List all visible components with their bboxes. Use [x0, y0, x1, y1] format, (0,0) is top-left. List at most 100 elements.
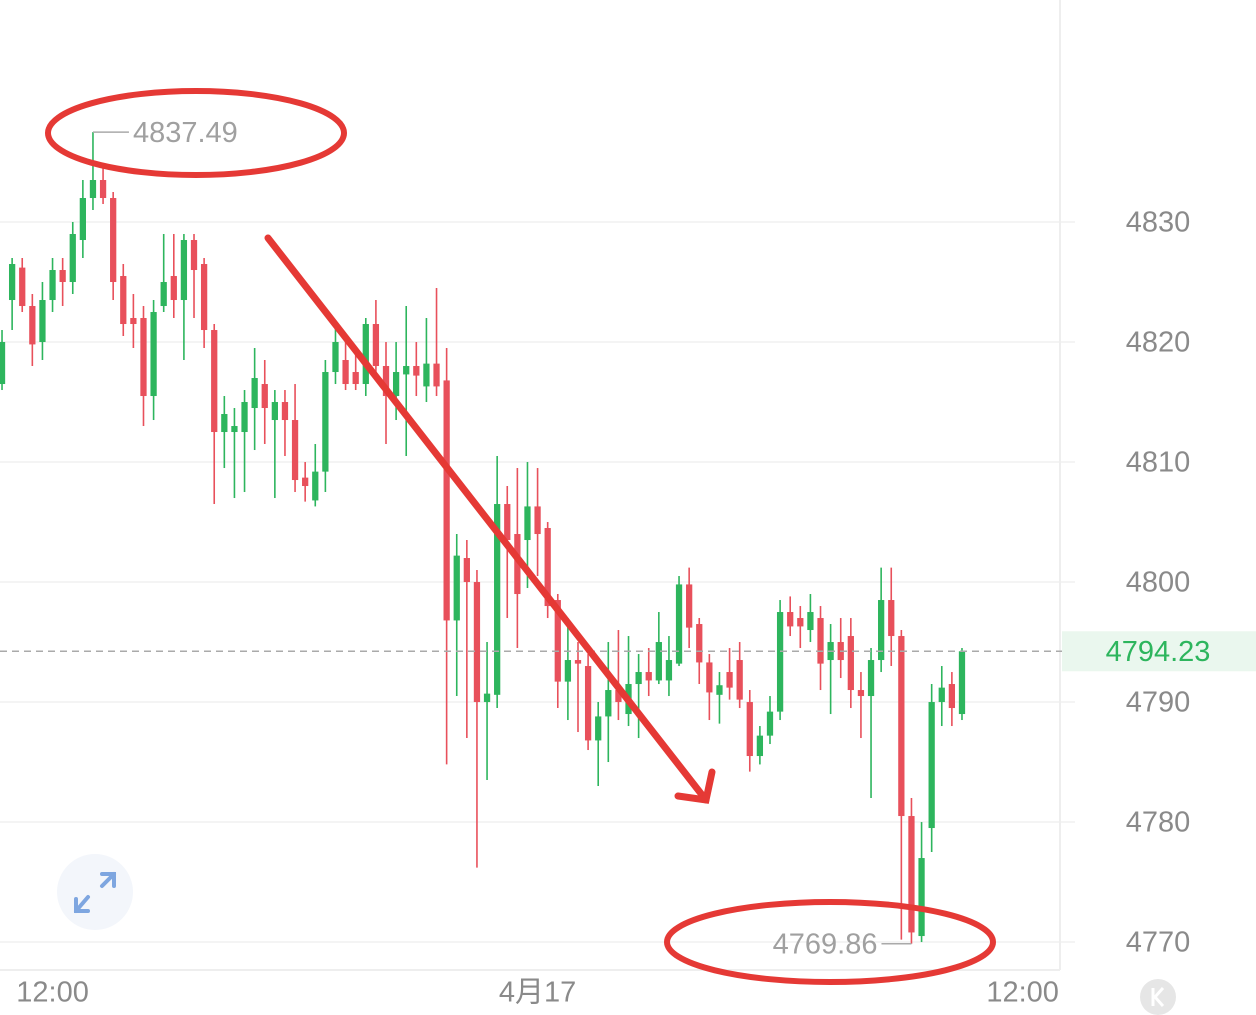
candle-body	[605, 690, 612, 717]
candle-body	[878, 600, 885, 661]
collapse-button-bg[interactable]	[1140, 979, 1176, 1015]
candle-body	[211, 330, 218, 433]
candle-body	[332, 342, 339, 373]
candle-body	[574, 660, 582, 664]
candle-body	[938, 687, 945, 703]
candle-body	[483, 693, 491, 703]
candle-body	[817, 618, 824, 664]
y-tick-label: 4810	[1126, 447, 1191, 479]
candle-body	[918, 858, 925, 937]
candle-body	[706, 662, 713, 693]
candle-body	[746, 702, 753, 757]
candle-body	[59, 270, 66, 283]
candle-body	[544, 528, 551, 607]
candle-body	[514, 534, 521, 595]
trend-arrow	[264, 234, 716, 804]
candle-body	[433, 363, 440, 387]
candle-body	[766, 711, 774, 736]
arrow-shaft	[264, 234, 710, 804]
candle-body	[170, 276, 177, 301]
candle-body	[847, 636, 854, 691]
candle-body	[0, 342, 6, 385]
candle-body	[453, 555, 460, 621]
candle-body	[534, 506, 541, 535]
candle-body	[372, 324, 380, 367]
candle-body	[423, 363, 430, 387]
x-tick-label: 12:00	[16, 977, 89, 1009]
y-tick-label: 4800	[1126, 567, 1191, 599]
expand-button[interactable]	[57, 854, 133, 930]
candle-body	[362, 324, 369, 385]
candle-body	[403, 366, 410, 375]
candle-body	[554, 600, 561, 682]
candle-body	[231, 426, 238, 433]
candle-body	[595, 716, 602, 741]
candle-body	[39, 300, 46, 343]
low-label: 4769.86	[773, 928, 878, 960]
y-tick-label: 4830	[1126, 207, 1191, 239]
candle-body	[160, 282, 167, 307]
candle-body	[49, 270, 56, 301]
candle-body	[494, 504, 501, 695]
overlay: 4794.23 4837.49 4769.86	[0, 117, 1256, 960]
highlight-ellipse	[45, 88, 347, 178]
candle-body	[615, 690, 622, 703]
candle-body	[928, 702, 935, 829]
candle-body	[787, 612, 794, 627]
candle-body	[382, 366, 390, 397]
candle-body	[675, 584, 683, 664]
candle-body	[726, 672, 733, 688]
candle-body	[807, 612, 814, 631]
candle-body	[241, 402, 248, 433]
candle-body	[110, 198, 117, 283]
candle-body	[736, 660, 743, 700]
candle-body	[322, 372, 329, 472]
candle-body	[261, 384, 268, 409]
collapse-button[interactable]	[1140, 979, 1176, 1015]
candle-body	[29, 306, 36, 345]
candle-body	[463, 558, 470, 583]
candle-body	[352, 372, 359, 385]
candle-body	[271, 402, 278, 421]
candle-body	[251, 378, 258, 409]
candle-body	[79, 198, 86, 241]
candle-body	[564, 660, 572, 682]
expand-icon	[74, 872, 116, 913]
candle-body	[342, 360, 349, 385]
candle-body	[716, 685, 723, 695]
candle-body	[392, 372, 400, 397]
candle-body	[908, 816, 915, 933]
expand-button-bg[interactable]	[57, 854, 133, 930]
y-tick-label: 4820	[1126, 327, 1191, 359]
expand-arrow	[100, 872, 116, 888]
candle-body	[19, 267, 26, 307]
candle-body	[221, 414, 228, 433]
last-price-label: 4794.23	[1106, 636, 1211, 668]
collapse-icon	[1151, 987, 1165, 1007]
candle-body	[281, 402, 289, 421]
candle-body	[312, 471, 319, 501]
candle-body	[524, 506, 531, 541]
candle-body	[443, 380, 450, 621]
candle-body	[140, 318, 147, 397]
candle-body	[655, 642, 662, 681]
candle-body	[645, 672, 652, 681]
candle-body	[130, 318, 137, 325]
high-label: 4837.49	[133, 117, 238, 149]
candle-body	[958, 651, 966, 715]
candle-body	[190, 240, 198, 271]
candle-body	[898, 636, 905, 817]
candle-body	[69, 234, 76, 283]
candle-body	[948, 684, 956, 709]
candle-body	[150, 312, 157, 397]
highlight-ellipse	[664, 899, 996, 985]
y-tick-label: 4780	[1126, 807, 1191, 839]
candle-body	[291, 420, 299, 481]
x-tick-label: 12:00	[986, 977, 1059, 1009]
expand-arrow	[74, 895, 90, 913]
candle-body	[473, 582, 481, 703]
candle-body	[413, 366, 420, 376]
candle-body	[857, 690, 865, 697]
candle-body	[776, 612, 784, 712]
